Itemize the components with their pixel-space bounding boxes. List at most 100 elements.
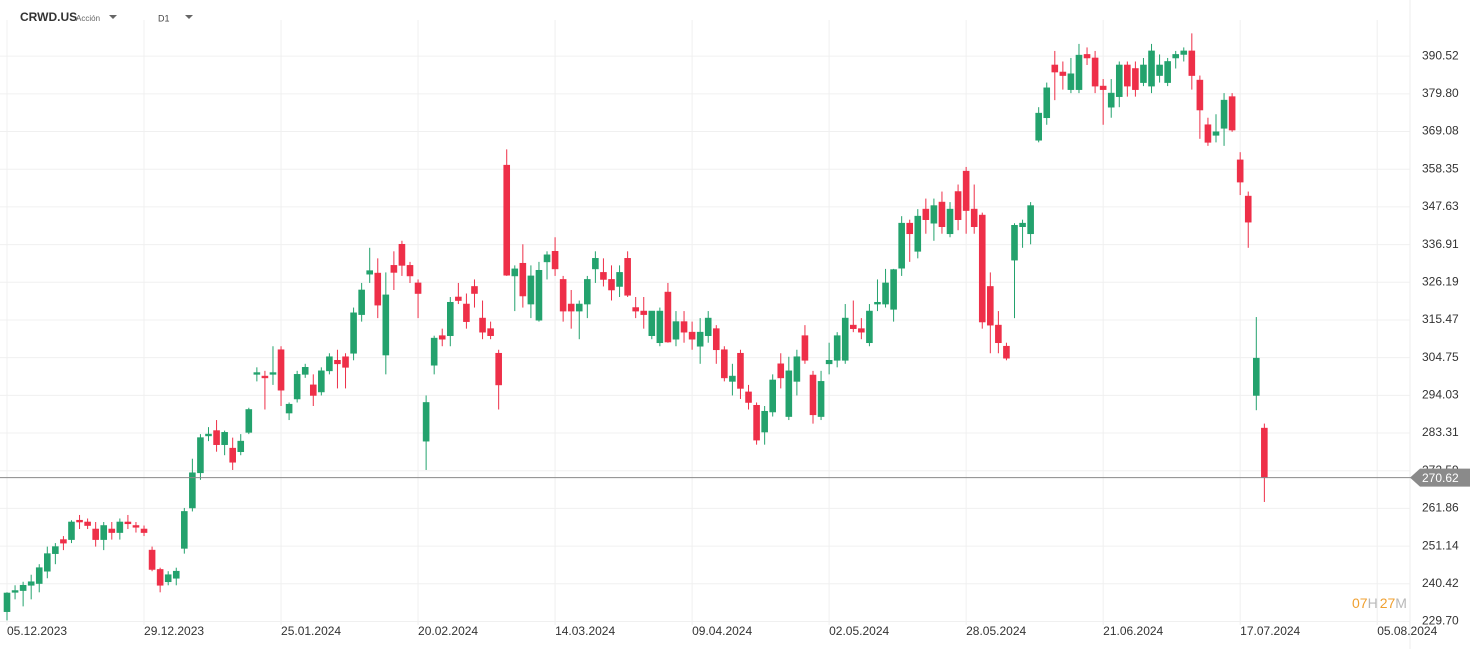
candle-body: [213, 430, 220, 445]
candle-body: [27, 581, 35, 586]
x-tick-label: 20.02.2024: [418, 624, 478, 638]
candle-body: [954, 191, 962, 220]
y-tick-label: 304.75: [1422, 350, 1459, 364]
countdown-unit: M: [1395, 595, 1407, 611]
x-tick-label: 28.05.2024: [966, 624, 1026, 638]
candle-body: [898, 222, 905, 269]
candle-body: [156, 569, 164, 586]
candle-body: [342, 356, 349, 368]
timeframe[interactable]: D1: [158, 13, 170, 23]
candle-body: [664, 291, 672, 343]
candle-body: [712, 328, 720, 351]
candle-body: [181, 511, 188, 549]
candle-body: [1035, 112, 1042, 141]
candle-body: [309, 384, 317, 396]
candle-body: [438, 335, 446, 340]
countdown-minutes: 27: [1380, 595, 1396, 611]
candle-body: [777, 363, 785, 379]
candle-body: [1148, 50, 1155, 87]
candle-body: [978, 214, 986, 323]
candle-body: [1156, 64, 1163, 76]
candle-body: [164, 574, 172, 583]
candle-body: [1124, 64, 1131, 87]
candle-body: [221, 432, 228, 445]
candle-body: [890, 269, 897, 310]
candle-body: [487, 328, 494, 336]
candle-body: [1212, 131, 1220, 136]
candle-body: [696, 331, 704, 347]
candle-body: [52, 546, 59, 554]
candle-body: [277, 349, 285, 391]
candle-body: [906, 222, 914, 235]
current-price-label: 270.62: [1422, 471, 1459, 485]
y-tick-label: 369.08: [1422, 124, 1459, 138]
candle-body: [688, 331, 696, 340]
candle-body: [1140, 64, 1147, 83]
candle-body: [882, 282, 889, 305]
candle-body: [1003, 345, 1010, 359]
candle-body: [237, 440, 245, 452]
dropdown-arrow[interactable]: [109, 15, 117, 19]
candle-body: [849, 324, 857, 329]
candle-body: [809, 374, 817, 416]
candle-body: [455, 296, 462, 301]
candle-body: [1019, 222, 1026, 228]
candle-body: [326, 356, 333, 372]
candle-body: [1027, 205, 1034, 235]
candle-body: [398, 243, 406, 266]
candle-body: [1196, 79, 1204, 111]
candle-body: [374, 272, 382, 306]
candle-body: [390, 265, 398, 273]
dropdown-arrow[interactable]: [185, 15, 193, 19]
grid: [0, 0, 1411, 649]
candle-body: [285, 403, 293, 414]
candle-body: [414, 282, 422, 294]
candle-body: [624, 258, 631, 296]
candle-body: [1164, 61, 1171, 83]
candle-body: [535, 269, 543, 321]
candle-body: [422, 402, 430, 442]
candle-body: [92, 528, 99, 540]
candle-body: [793, 356, 801, 382]
candle-body: [1228, 96, 1236, 131]
symbol[interactable]: CRWD.US: [20, 10, 77, 24]
candle-body: [1261, 427, 1268, 478]
current-price-tag: [1410, 468, 1470, 487]
candle-body: [616, 272, 623, 287]
candle-body: [318, 370, 325, 393]
countdown-hours: 07: [1352, 595, 1368, 611]
candle-body: [858, 328, 865, 333]
candle-body: [261, 375, 269, 379]
y-tick-label: 229.70: [1422, 614, 1459, 628]
candle-body: [600, 272, 607, 280]
candle-body: [511, 268, 519, 277]
candle-body: [132, 525, 140, 528]
candle-body: [729, 375, 736, 382]
candle-body: [100, 525, 108, 540]
candle-body: [922, 208, 930, 220]
candle-body: [995, 324, 1002, 344]
candle-body: [495, 352, 502, 386]
candle-body: [761, 410, 768, 433]
candle-body: [84, 521, 91, 526]
candle-body: [1220, 99, 1228, 129]
candle-body: [68, 521, 75, 540]
candle-body: [543, 254, 551, 263]
candle-body: [567, 303, 575, 312]
candle-body: [551, 251, 559, 270]
candle-body: [1011, 224, 1018, 261]
candle-body: [938, 201, 946, 228]
candle-body: [1132, 68, 1139, 90]
candle-body: [148, 549, 156, 570]
candles: [3, 33, 1268, 621]
candle-body: [205, 433, 212, 437]
candle-body: [140, 528, 148, 533]
candle-body: [334, 359, 341, 365]
candle-body: [817, 381, 825, 417]
candle-body: [1204, 124, 1212, 143]
x-tick-label: 21.06.2024: [1103, 624, 1163, 638]
candle-body: [43, 553, 51, 572]
candle-body: [1059, 71, 1067, 76]
candle-body: [1083, 54, 1091, 59]
